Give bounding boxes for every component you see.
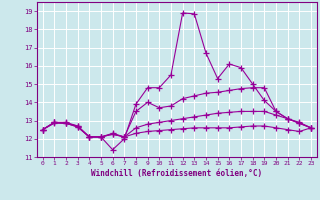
X-axis label: Windchill (Refroidissement éolien,°C): Windchill (Refroidissement éolien,°C) bbox=[91, 169, 262, 178]
